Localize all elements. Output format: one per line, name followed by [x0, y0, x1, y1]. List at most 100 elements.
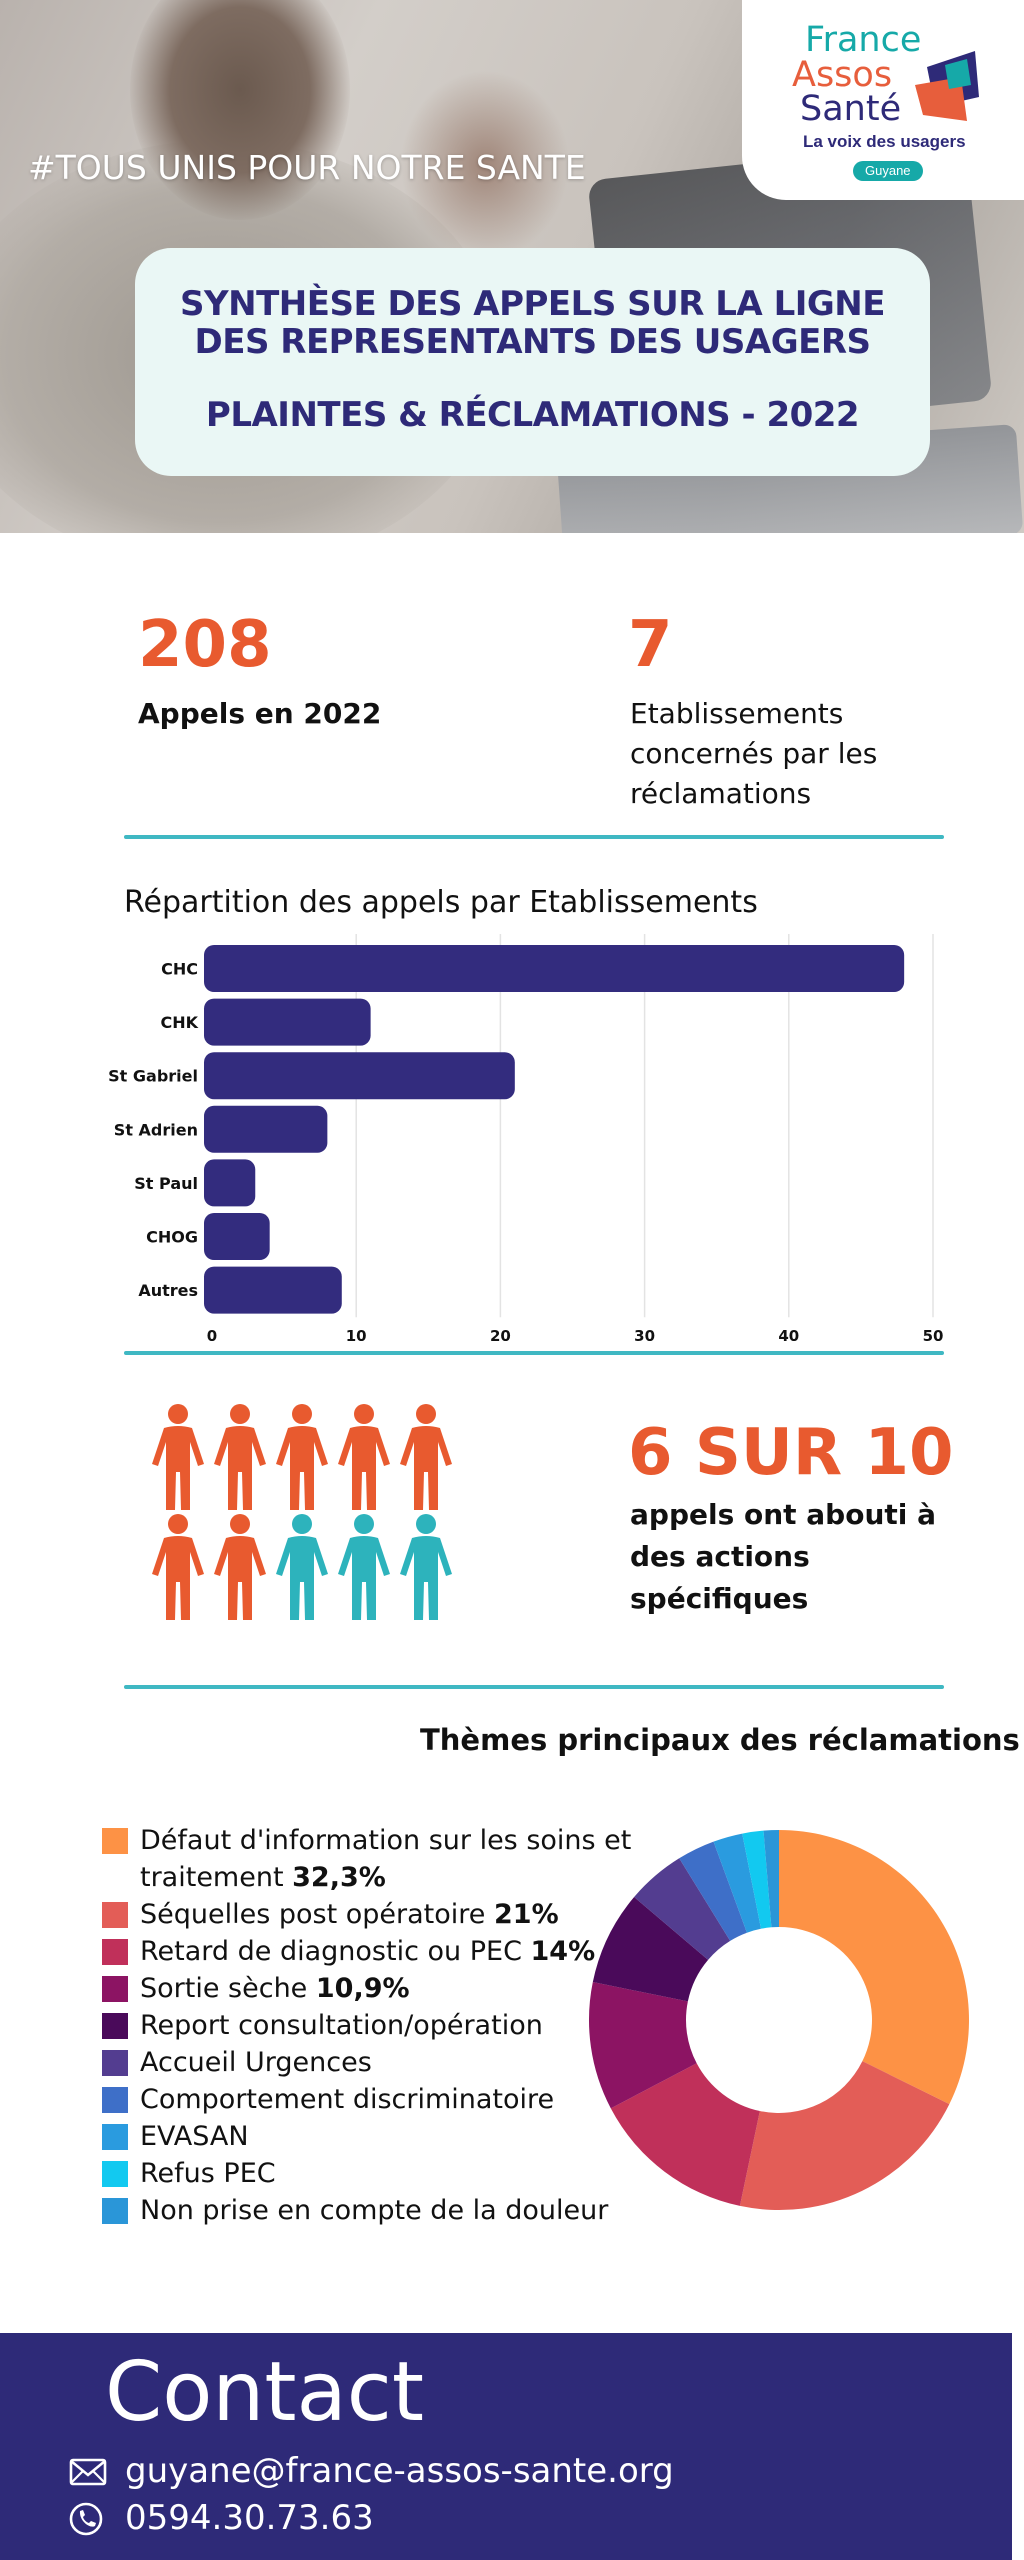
title-card: SYNTHÈSE DES APPELS SUR LA LIGNE DES REP… — [135, 248, 930, 476]
x-tick-label: 10 — [346, 1327, 367, 1345]
bar-st-paul — [204, 1159, 256, 1207]
logo-mark-icon — [915, 51, 979, 121]
legend-label: Défaut d'information sur les soins et tr… — [140, 1825, 632, 1893]
person-icon — [338, 1404, 390, 1510]
category-label: St Adrien — [114, 1120, 198, 1139]
donut-slice — [610, 2063, 760, 2206]
legend-item: Retard de diagnostic ou PEC 14% — [100, 1933, 640, 1970]
person-icon — [400, 1404, 452, 1510]
legend-item: Report consultation/opération — [100, 2007, 640, 2044]
contact-phone[interactable]: 0594.30.73.63 — [125, 2498, 374, 2538]
legend-swatch — [102, 1939, 128, 1965]
donut-slice — [592, 1897, 709, 2002]
legend-label: Sortie sèche — [140, 1973, 316, 2004]
bar-st-adrien — [204, 1105, 328, 1153]
legend-swatch — [102, 1828, 128, 1854]
category-label: CHOG — [146, 1228, 198, 1247]
donut-slice — [589, 1982, 697, 2109]
person-icon — [152, 1514, 204, 1620]
donut-slice — [763, 1830, 779, 1928]
legend-label: Non prise en compte de la douleur — [140, 2195, 609, 2226]
legend-item: Sortie sèche 10,9% — [100, 1970, 640, 2007]
legend-label: Accueil Urgences — [140, 2047, 372, 2078]
donut-slice — [779, 1830, 969, 2105]
category-label: CHC — [161, 960, 198, 979]
logo-text-france: France — [805, 20, 922, 60]
legend-value: 10,9% — [315, 1973, 410, 2004]
contact-title: Contact — [105, 2345, 425, 2440]
category-label: St Paul — [134, 1174, 198, 1193]
logo-tagline: La voix des usagers — [803, 132, 966, 151]
x-tick-label: 40 — [778, 1327, 799, 1345]
bar-st-gabriel — [204, 1052, 515, 1100]
x-tick-label: 20 — [490, 1327, 511, 1345]
phone-icon — [69, 2502, 103, 2536]
legend-item: Accueil Urgences — [100, 2044, 640, 2081]
legend-item: Séquelles post opératoire 21% — [100, 1896, 640, 1933]
main-subtitle: PLAINTES & RÉCLAMATIONS - 2022 — [205, 395, 860, 435]
bar-autres — [204, 1266, 342, 1314]
legend-label: Comportement discriminatoire — [140, 2084, 555, 2115]
establishments-count-label: Etablissements concernés par les réclama… — [630, 697, 878, 810]
person-icon — [276, 1514, 328, 1620]
legend-label: Report consultation/opération — [140, 2010, 543, 2041]
hero-banner: #TOUS UNIS POUR NOTRE SANTE France Assos… — [0, 0, 1024, 533]
legend-swatch — [102, 2087, 128, 2113]
bar-chk — [204, 998, 371, 1046]
legend-label: Séquelles post opératoire — [140, 1899, 494, 1930]
logo-text-sante: Santé — [800, 89, 902, 129]
donut-slice — [634, 1858, 731, 1960]
legend-value: 21% — [494, 1899, 559, 1930]
legend-item: Non prise en compte de la douleur — [100, 2192, 640, 2229]
legend-swatch — [102, 1902, 128, 1928]
hero-photo-shape — [400, 70, 570, 260]
person-icon — [400, 1514, 452, 1620]
person-icon — [152, 1404, 204, 1510]
donut-slice — [713, 1833, 761, 1933]
donut-chart — [589, 1830, 969, 2210]
legend-swatch — [102, 2124, 128, 2150]
calls-count-label: Appels en 2022 — [138, 697, 382, 730]
main-title-line1: SYNTHÈSE DES APPELS SUR LA LIGNE — [180, 284, 885, 324]
x-tick-label: 0 — [207, 1327, 217, 1345]
legend-swatch — [102, 2050, 128, 2076]
legend-value: 32,3% — [292, 1862, 386, 1893]
legend-label: Retard de diagnostic ou PEC — [140, 1936, 531, 1967]
contact-email[interactable]: guyane@france-assos-sante.org — [125, 2451, 674, 2491]
donut-slice — [742, 1830, 772, 1929]
legend-value: 14% — [530, 1936, 596, 1967]
calls-count: 208 — [138, 608, 272, 682]
themes-title: Thèmes principaux des réclamations — [420, 1723, 1020, 1757]
person-icon — [214, 1514, 266, 1620]
category-label: St Gabriel — [108, 1067, 198, 1086]
legend-label: EVASAN — [140, 2121, 249, 2152]
donut-slice — [679, 1841, 747, 1941]
category-label: Autres — [138, 1281, 198, 1300]
hero-photo-shape — [130, 0, 350, 220]
section-divider — [124, 1685, 944, 1689]
legend-label: Refus PEC — [140, 2158, 276, 2189]
bar-chart: 0 10 20 30 40 50 CHC CHK St Gabriel St Adrien St P… — [108, 934, 944, 1345]
x-tick-label: 50 — [923, 1327, 944, 1345]
contact-section: Contact guyane@france-assos-sante.org 05… — [0, 2333, 1012, 2560]
legend-swatch — [102, 2198, 128, 2224]
section-divider — [124, 835, 944, 839]
establishments-count: 7 — [628, 608, 673, 682]
donut-legend: Défaut d'information sur les soins et tr… — [100, 1822, 640, 2229]
legend-item: Défaut d'information sur les soins et tr… — [100, 1822, 640, 1896]
legend-swatch — [102, 1976, 128, 2002]
section-divider — [124, 1351, 944, 1355]
main-title-line2: DES REPRESENTANTS DES USAGERS — [194, 322, 872, 362]
legend-item: EVASAN — [100, 2118, 640, 2155]
legend-swatch — [102, 2161, 128, 2187]
person-icon — [276, 1404, 328, 1510]
legend-swatch — [102, 2013, 128, 2039]
bar-chart-title: Répartition des appels par Etablissement… — [124, 885, 758, 920]
bar-chc — [204, 945, 905, 992]
logo-text-assos: Assos — [792, 55, 893, 95]
outcome-ratio: 6 SUR 10 — [628, 1416, 954, 1490]
legend-item: Refus PEC — [100, 2155, 640, 2192]
category-label: CHK — [160, 1013, 198, 1032]
envelope-icon — [69, 2458, 107, 2486]
x-tick-label: 30 — [634, 1327, 655, 1345]
